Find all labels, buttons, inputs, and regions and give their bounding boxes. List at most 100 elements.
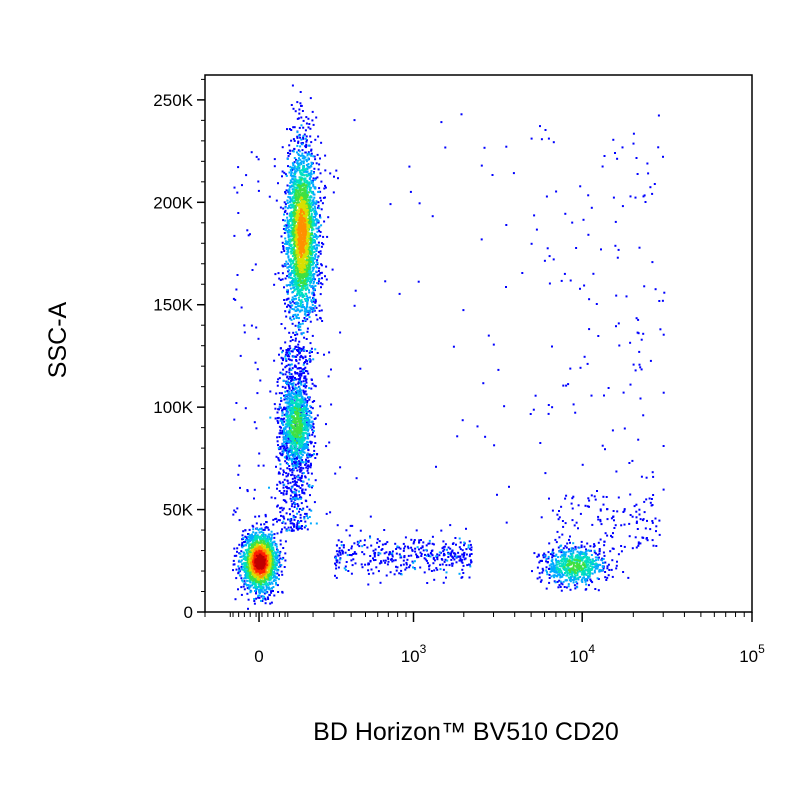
data-point — [312, 430, 315, 432]
data-point — [253, 582, 256, 585]
data-point — [586, 505, 589, 508]
data-point — [296, 403, 299, 406]
data-point — [272, 586, 275, 588]
data-point — [637, 541, 640, 544]
data-point — [296, 181, 299, 184]
data-point — [599, 508, 602, 511]
data-point — [354, 289, 357, 292]
data-point — [302, 480, 305, 483]
data-point — [310, 172, 312, 175]
data-point — [294, 445, 297, 448]
data-point — [311, 232, 313, 235]
data-point — [548, 577, 551, 579]
data-point — [650, 504, 653, 507]
data-point — [276, 549, 279, 552]
data-point — [295, 497, 298, 500]
data-point — [282, 556, 285, 559]
data-point — [459, 541, 462, 544]
data-point — [297, 378, 300, 381]
data-point — [351, 564, 354, 567]
data-point — [314, 265, 317, 268]
data-point — [298, 182, 301, 185]
data-point — [304, 463, 307, 466]
data-point — [283, 449, 286, 452]
data-point — [591, 523, 594, 526]
data-point — [290, 204, 293, 207]
data-point — [294, 313, 297, 316]
data-point — [284, 355, 287, 358]
data-point — [414, 568, 417, 571]
data-point — [295, 360, 298, 362]
data-point — [287, 273, 290, 276]
data-point — [306, 401, 309, 404]
data-point — [293, 199, 296, 202]
data-point — [305, 410, 308, 413]
data-point — [237, 166, 240, 169]
data-point — [586, 362, 589, 365]
data-point — [389, 203, 392, 206]
data-point — [467, 546, 470, 549]
data-point — [252, 586, 255, 589]
data-point — [298, 305, 301, 308]
data-point — [310, 271, 313, 274]
data-point — [304, 390, 307, 393]
data-point — [560, 589, 563, 592]
data-point — [305, 458, 307, 461]
data-point — [236, 547, 239, 550]
data-point — [286, 262, 289, 265]
data-point — [325, 423, 327, 426]
data-point — [550, 570, 553, 573]
data-point — [313, 273, 316, 275]
data-point — [274, 407, 277, 410]
data-point — [533, 214, 536, 217]
data-point — [468, 547, 471, 550]
data-point — [286, 158, 289, 160]
data-point — [299, 323, 302, 326]
data-point — [410, 538, 413, 541]
data-point — [309, 251, 312, 254]
data-point — [306, 181, 309, 184]
data-point — [237, 473, 240, 476]
data-point — [299, 376, 302, 379]
data-point — [298, 373, 301, 376]
data-point — [255, 427, 258, 430]
data-point — [374, 548, 377, 551]
data-point — [316, 244, 319, 247]
data-point — [458, 546, 461, 549]
data-point — [307, 424, 310, 427]
data-point — [287, 437, 290, 440]
data-point — [419, 566, 422, 569]
data-point — [315, 222, 318, 225]
data-point — [296, 404, 298, 407]
data-point — [254, 532, 257, 535]
data-point — [291, 322, 294, 325]
data-point — [462, 554, 465, 557]
data-point — [335, 561, 338, 564]
data-point — [537, 553, 540, 556]
data-point — [553, 569, 556, 571]
data-point — [579, 185, 582, 188]
data-point — [289, 186, 292, 189]
data-point — [536, 555, 539, 558]
data-point — [299, 309, 302, 312]
data-point — [270, 581, 273, 584]
data-point — [562, 551, 565, 554]
data-point — [615, 567, 618, 570]
data-point — [440, 121, 443, 124]
data-point — [293, 167, 296, 170]
data-point — [584, 555, 587, 558]
data-point — [307, 437, 310, 440]
data-point — [292, 107, 295, 110]
data-point — [255, 589, 258, 592]
data-point — [273, 551, 276, 554]
data-point — [599, 509, 602, 512]
data-point — [278, 480, 281, 483]
data-point — [310, 379, 313, 381]
data-point — [264, 534, 267, 537]
data-point — [287, 407, 289, 410]
data-point — [564, 564, 567, 567]
data-point — [295, 297, 297, 300]
data-point — [272, 565, 275, 567]
data-point — [289, 281, 292, 284]
data-point — [292, 259, 295, 262]
